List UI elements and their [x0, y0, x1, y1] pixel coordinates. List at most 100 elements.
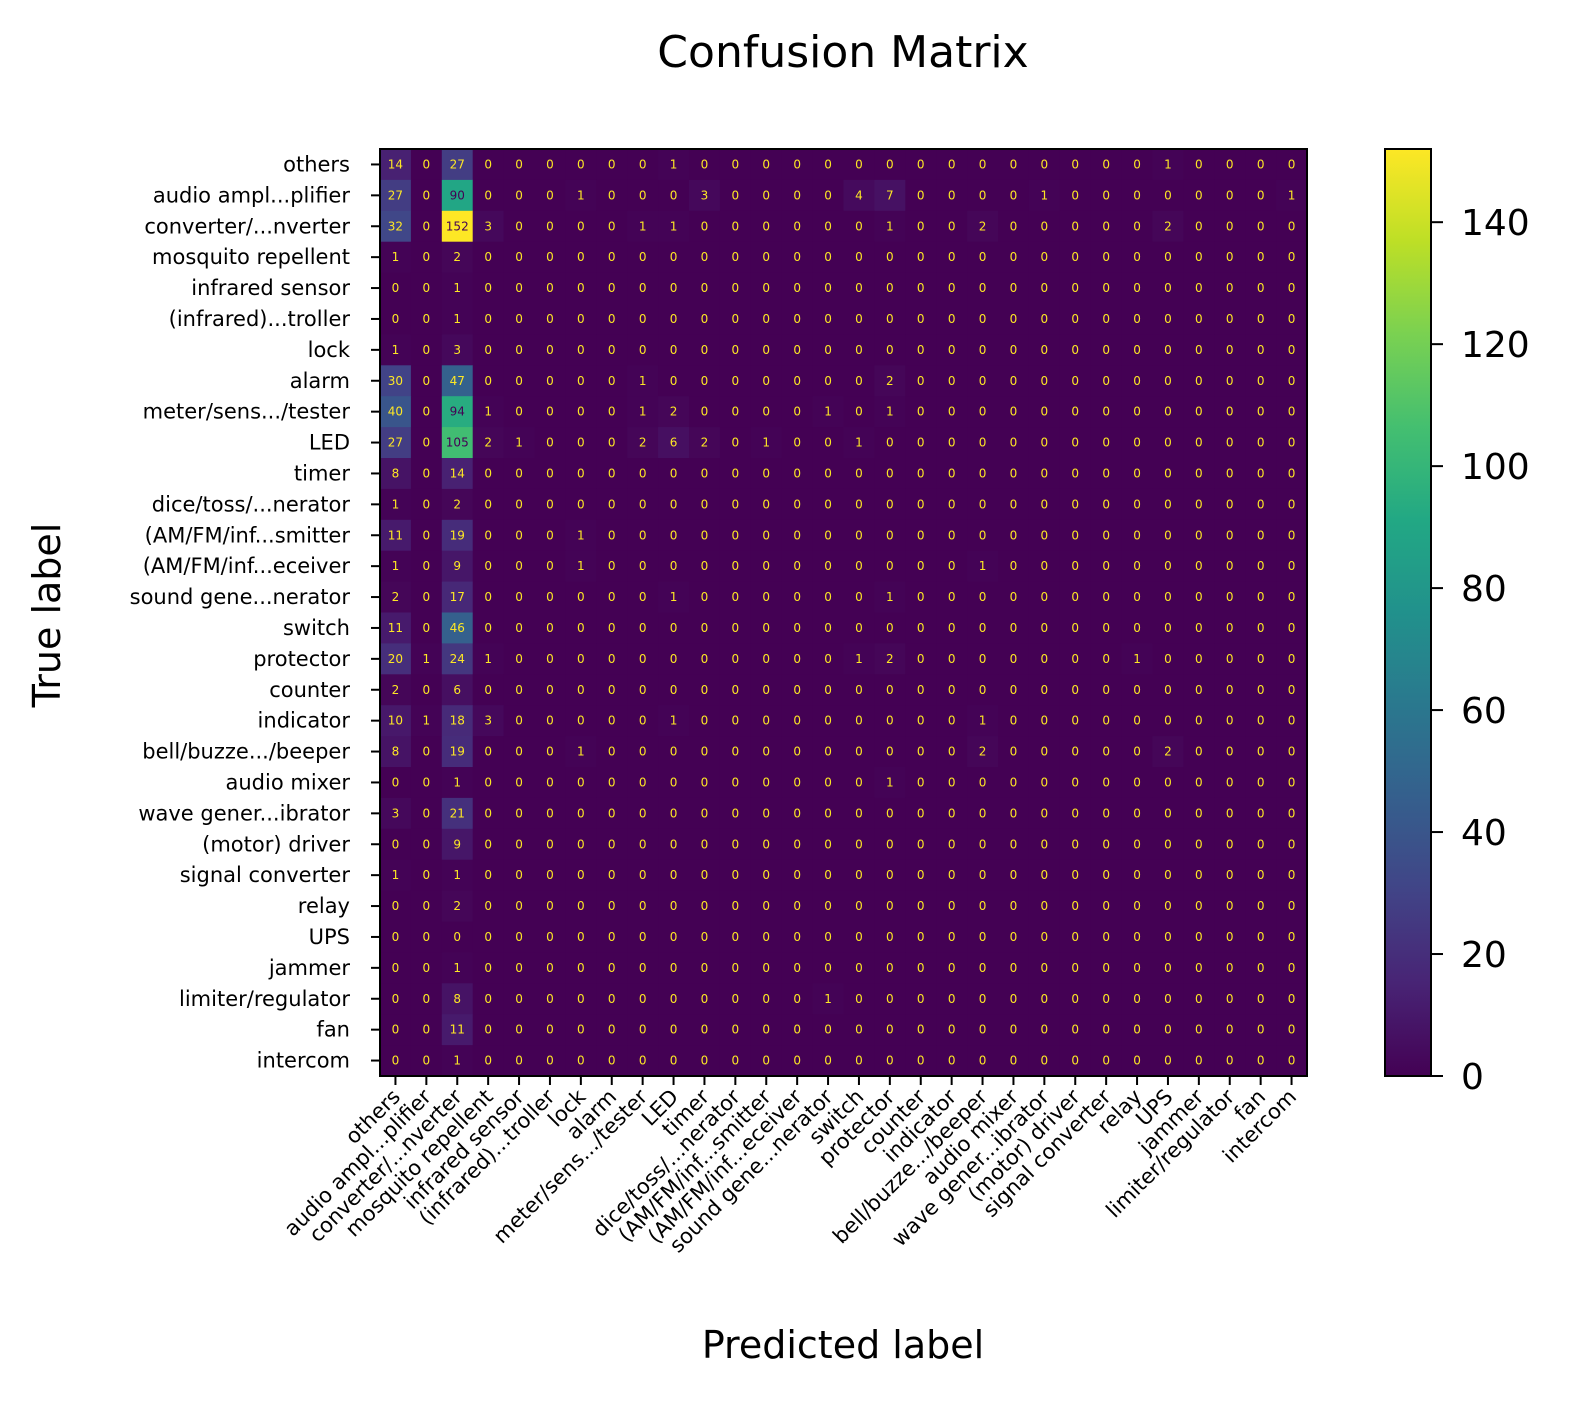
- cell-value-label: 0: [546, 374, 554, 388]
- heatmap-cell: [967, 272, 999, 304]
- heatmap-cell: [998, 427, 1030, 459]
- cell-value-label: 1: [577, 528, 585, 542]
- cell-value-label: 0: [546, 775, 554, 789]
- heatmap-cell: [410, 705, 443, 737]
- heatmap-cell: [1183, 334, 1215, 366]
- cell-value-label: 9: [453, 837, 461, 851]
- cell-value-label: 0: [855, 714, 863, 728]
- cell-value-label: 0: [608, 899, 616, 913]
- cell-value-label: 0: [1164, 188, 1172, 202]
- cell-value-label: 0: [423, 312, 431, 326]
- heatmap-cell: [750, 396, 783, 428]
- heatmap-cell: [750, 365, 783, 397]
- heatmap-cell: [812, 396, 844, 428]
- heatmap-cell: [472, 334, 504, 366]
- heatmap-cell: [627, 890, 659, 922]
- heatmap-cell: [658, 427, 690, 459]
- heatmap-cell: [534, 303, 566, 335]
- heatmap-cell: [1276, 519, 1308, 552]
- cell-value-label: 0: [1226, 405, 1234, 419]
- heatmap-cell: [781, 581, 813, 613]
- heatmap-cell: [750, 334, 783, 366]
- cell-value-label: 0: [886, 868, 894, 882]
- cell-value-label: 0: [577, 219, 585, 233]
- heatmap-cell: [750, 1045, 783, 1077]
- cell-value-label: 0: [639, 559, 647, 573]
- heatmap-cell: [1059, 550, 1092, 582]
- heatmap-cell: [441, 458, 474, 490]
- heatmap-cell: [750, 859, 783, 891]
- cell-value-label: 0: [670, 466, 678, 480]
- heatmap-cell: [1183, 705, 1215, 737]
- heatmap-cell: [689, 241, 721, 273]
- heatmap-cell: [565, 581, 597, 613]
- heatmap-cell: [658, 983, 690, 1015]
- cell-value-label: 0: [979, 528, 987, 542]
- heatmap-cell: [905, 458, 937, 490]
- heatmap-cell: [689, 488, 721, 521]
- heatmap-cell: [1183, 179, 1215, 212]
- heatmap-cell: [472, 1045, 504, 1077]
- heatmap-cell: [627, 1014, 659, 1046]
- heatmap-cell: [1214, 767, 1246, 799]
- heatmap-cell: [1276, 488, 1308, 521]
- heatmap-cell: [1090, 488, 1122, 521]
- cell-value-label: 0: [1133, 1054, 1141, 1068]
- cell-value-label: 0: [979, 590, 987, 604]
- heatmap-cell: [689, 736, 721, 768]
- cell-value-label: 0: [917, 559, 925, 573]
- cell-value-label: 0: [1102, 250, 1110, 264]
- cell-value-label: 0: [515, 837, 523, 851]
- cell-value-label: 0: [886, 992, 894, 1006]
- heatmap-cell: [441, 705, 474, 737]
- cell-value-label: 0: [577, 868, 585, 882]
- cell-value-label: 19: [450, 745, 465, 759]
- heatmap-cell: [534, 179, 566, 212]
- heatmap-cell: [1276, 828, 1308, 861]
- heatmap-cell: [905, 272, 937, 304]
- heatmap-cell: [1121, 767, 1153, 799]
- heatmap-cell: [843, 427, 875, 459]
- heatmap-cell: [1090, 427, 1122, 459]
- heatmap-cell: [1214, 458, 1246, 490]
- heatmap-cell: [596, 241, 628, 273]
- y-tick-label: limiter/regulator: [179, 987, 350, 1011]
- cell-value-label: 0: [1010, 497, 1018, 511]
- cell-value-label: 0: [948, 436, 956, 450]
- heatmap-cell: [936, 828, 968, 861]
- cell-value-label: 0: [762, 405, 770, 419]
- heatmap-cell: [1214, 890, 1246, 922]
- cell-value-label: 0: [732, 652, 740, 666]
- cell-value-label: 0: [701, 157, 709, 171]
- cell-value-label: 0: [1010, 312, 1018, 326]
- heatmap-cell: [503, 396, 535, 428]
- heatmap-cell: [1059, 952, 1092, 984]
- cell-value-label: 0: [855, 992, 863, 1006]
- cell-value-label: 0: [515, 497, 523, 511]
- heatmap-cell: [936, 427, 968, 459]
- heatmap-cell: [1183, 952, 1215, 984]
- heatmap-cell: [750, 210, 783, 243]
- cell-value-label: 0: [948, 621, 956, 635]
- cell-value-label: 0: [948, 745, 956, 759]
- cell-value-label: 0: [577, 497, 585, 511]
- cell-value-label: 0: [423, 868, 431, 882]
- cell-value-label: 0: [948, 714, 956, 728]
- cell-value-label: 0: [701, 219, 709, 233]
- cell-value-label: 0: [1133, 590, 1141, 604]
- cell-value-label: 2: [1164, 745, 1172, 759]
- heatmap-cell: [472, 952, 504, 984]
- heatmap-cell: [1090, 396, 1122, 428]
- heatmap-cell: [874, 241, 906, 273]
- heatmap-cell: [380, 859, 412, 891]
- heatmap-cell: [627, 643, 659, 675]
- heatmap-cell: [1183, 550, 1215, 582]
- cell-value-label: 0: [515, 745, 523, 759]
- heatmap-cell: [1276, 303, 1308, 335]
- heatmap-cell: [843, 519, 875, 552]
- cell-value-label: 0: [979, 157, 987, 171]
- cell-value-label: 0: [855, 281, 863, 295]
- heatmap-cell: [874, 1014, 906, 1046]
- heatmap-cell: [812, 890, 844, 922]
- cell-value-label: 1: [453, 868, 461, 882]
